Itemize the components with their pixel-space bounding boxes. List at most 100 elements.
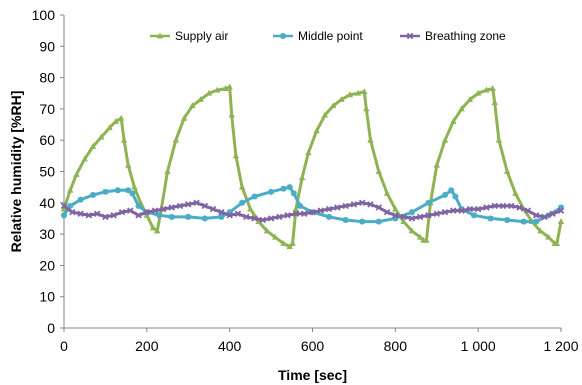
middle-point-point <box>102 188 109 195</box>
breathing-zone-point <box>375 204 383 211</box>
breathing-zone-point <box>185 201 192 208</box>
supply-air-point <box>180 114 188 121</box>
supply-air-point <box>313 127 320 134</box>
breathing-zone-point <box>392 212 399 219</box>
middle-point-point <box>290 190 297 197</box>
breathing-zone-point <box>127 207 134 214</box>
legend: Supply air Middle point Breathing zone <box>150 29 506 43</box>
middle-point-point <box>89 191 96 198</box>
supply-air-point <box>392 205 399 212</box>
y-axis-ticks: 0 10 20 30 40 50 60 70 80 90 100 <box>32 7 64 336</box>
supply-air-point <box>222 85 229 91</box>
breathing-zone-point <box>309 208 316 216</box>
supply-air-point <box>375 168 382 174</box>
x-tick-label: 200 <box>135 338 159 354</box>
supply-air-point <box>60 205 68 212</box>
x-axis-ticks: 0 200 400 600 800 1 000 1 200 <box>60 328 579 354</box>
breathing-zone-point <box>491 202 498 210</box>
legend-label: Middle point <box>298 29 363 43</box>
supply-air-point <box>466 96 474 102</box>
middle-point-point <box>504 217 511 224</box>
breathing-zone-point <box>458 207 465 214</box>
breathing-zone-point <box>226 212 233 219</box>
breathing-zone-point <box>251 215 258 222</box>
x-tick-label: 1 000 <box>461 338 496 354</box>
legend-item-middle-point: Middle point <box>273 29 363 43</box>
y-tick-label: 30 <box>39 226 55 242</box>
middle-point-point <box>185 213 192 220</box>
breathing-zone-point <box>102 213 109 221</box>
y-tick-label: 90 <box>39 38 55 54</box>
breathing-zone-point <box>474 205 482 213</box>
supply-air-point <box>112 118 119 124</box>
breathing-zone-point <box>549 210 556 217</box>
supply-air-point <box>367 136 374 143</box>
supply-air-point <box>491 99 498 106</box>
middle-point-point <box>61 212 67 219</box>
breathing-zone-point <box>193 199 200 207</box>
supply-air-point <box>557 218 565 224</box>
middle-point-point <box>442 191 449 198</box>
series-supply-air <box>60 83 565 250</box>
middle-point-point <box>487 215 494 222</box>
legend-item-breathing-zone: Breathing zone <box>400 29 506 43</box>
supply-air-point <box>458 105 465 112</box>
breathing-zone-point <box>284 212 291 219</box>
supply-air-point <box>495 136 503 143</box>
supply-air-point <box>483 86 490 93</box>
supply-air-point <box>153 227 161 234</box>
breathing-zone-point <box>300 210 308 217</box>
middle-point-point <box>375 218 382 225</box>
supply-air-point <box>67 186 74 193</box>
middle-point-point <box>168 213 175 220</box>
middle-point-point <box>156 212 163 219</box>
supply-air-point <box>408 227 416 234</box>
y-tick-label: 20 <box>39 257 55 273</box>
breathing-zone-point <box>441 208 449 216</box>
middle-point-point <box>533 218 540 225</box>
supply-air-point <box>423 236 430 243</box>
legend-marker <box>280 33 286 39</box>
supply-air-point <box>346 91 353 98</box>
breathing-zone-point <box>267 215 275 222</box>
breathing-zone-point <box>276 213 283 221</box>
axes <box>63 15 561 329</box>
middle-point-point <box>359 218 366 225</box>
middle-point-point <box>239 199 246 206</box>
breathing-zone-point <box>85 212 93 219</box>
breathing-zone-point <box>358 199 366 207</box>
legend-label: Breathing zone <box>425 29 506 43</box>
supply-air-point <box>149 224 157 231</box>
middle-point-point <box>342 217 349 224</box>
breathing-zone-point <box>317 207 325 214</box>
x-tick-label: 1 200 <box>543 338 578 354</box>
supply-air-point <box>338 96 345 102</box>
middle-point-point <box>129 190 136 197</box>
breathing-zone-point <box>168 204 175 211</box>
breathing-zone-point <box>242 213 250 221</box>
x-tick-label: 800 <box>384 338 408 354</box>
supply-air-point <box>321 111 329 118</box>
breathing-zone-point <box>425 212 432 219</box>
supply-air-point <box>172 136 180 143</box>
breathing-zone-point <box>234 210 242 217</box>
middle-point-point <box>558 204 564 211</box>
breathing-zone-point <box>77 210 84 217</box>
breathing-zone-point <box>416 213 424 221</box>
supply-air-point <box>106 124 113 131</box>
supply-air-point <box>383 190 391 196</box>
y-tick-label: 60 <box>39 132 55 148</box>
supply-air-point <box>298 174 306 181</box>
breathing-zone-point <box>176 202 184 210</box>
breathing-zone-point <box>325 205 333 213</box>
series-layer <box>60 83 565 250</box>
middle-point-point <box>114 187 121 194</box>
supply-air-point <box>214 86 221 93</box>
supply-air-point <box>354 89 362 96</box>
breathing-zone-point <box>508 202 515 210</box>
middle-point-point <box>458 206 465 213</box>
y-tick-label: 0 <box>47 320 55 336</box>
supply-air-point <box>280 240 287 246</box>
middle-point-point <box>280 185 287 192</box>
supply-air-point <box>286 243 293 250</box>
